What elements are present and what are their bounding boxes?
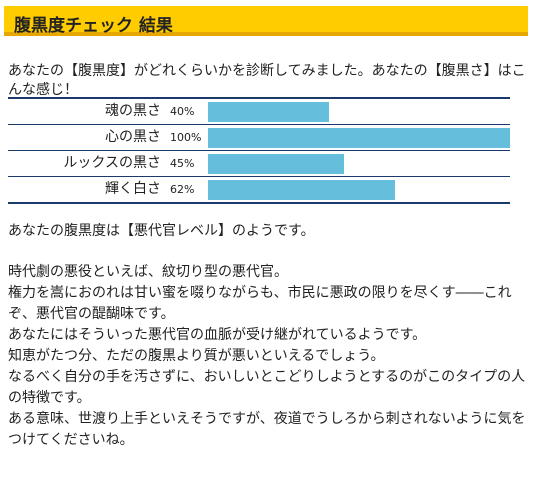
description-line: なるべく自分の手を汚さずに、おいしいとこどりしようとするのがこのタイプの人の特徴… — [8, 369, 526, 406]
result-label: 心の黒さ — [105, 129, 161, 145]
intro-text: あなたの【腹黒度】がどれくらいかを診断してみました。あなたの【腹黒さ】はこんな感… — [8, 63, 526, 98]
result-bar — [208, 102, 329, 122]
page-title: 腹黒度チェック 結果 — [14, 16, 173, 36]
result-row-looks: ルックスの黒さ 45% — [8, 151, 510, 177]
result-bar-track — [208, 180, 510, 200]
description-line: ある意味、世渡り上手といえそうですが、夜道でうしろから刺されないように気をつけて… — [8, 411, 526, 448]
description-line: 権力を嵩におのれは甘い蜜を啜りながらも、市民に悪政の限りを尽くす――これぞ、悪代… — [8, 285, 512, 322]
description: 時代劇の悪役といえば、紋切り型の悪代官。 権力を嵩におのれは甘い蜜を啜りながらも… — [8, 262, 528, 451]
result-bar-track — [208, 102, 510, 122]
results-table: 魂の黒さ 40% 心の黒さ 100% ルックスの黒さ 45% 輝く白さ 62% — [8, 97, 510, 204]
result-percent: 100% — [170, 131, 202, 144]
description-line: 時代劇の悪役といえば、紋切り型の悪代官。 — [8, 264, 288, 280]
level-result-text: あなたの腹黒度は【悪代官レベル】のようです。 — [8, 223, 315, 239]
result-label: ルックスの黒さ — [63, 155, 161, 171]
result-bar — [208, 154, 344, 174]
result-percent: 40% — [170, 105, 195, 118]
result-row-white: 輝く白さ 62% — [8, 177, 510, 204]
result-bar-track — [208, 128, 510, 148]
result-label: 輝く白さ — [105, 181, 161, 197]
result-bar — [208, 128, 510, 148]
result-percent: 62% — [170, 183, 195, 196]
result-row-soul: 魂の黒さ 40% — [8, 99, 510, 125]
result-title-bar: 腹黒度チェック 結果 — [4, 6, 528, 36]
result-row-heart: 心の黒さ 100% — [8, 125, 510, 151]
description-line: あなたにはそういった悪代官の血脈が受け継がれているようです。 — [8, 327, 427, 343]
description-line: 知恵がたつ分、ただの腹黒より質が悪いといえるでしょう。 — [8, 348, 385, 364]
result-label: 魂の黒さ — [105, 103, 161, 119]
result-percent: 45% — [170, 157, 195, 170]
result-bar — [208, 180, 396, 200]
result-bar-track — [208, 154, 510, 174]
